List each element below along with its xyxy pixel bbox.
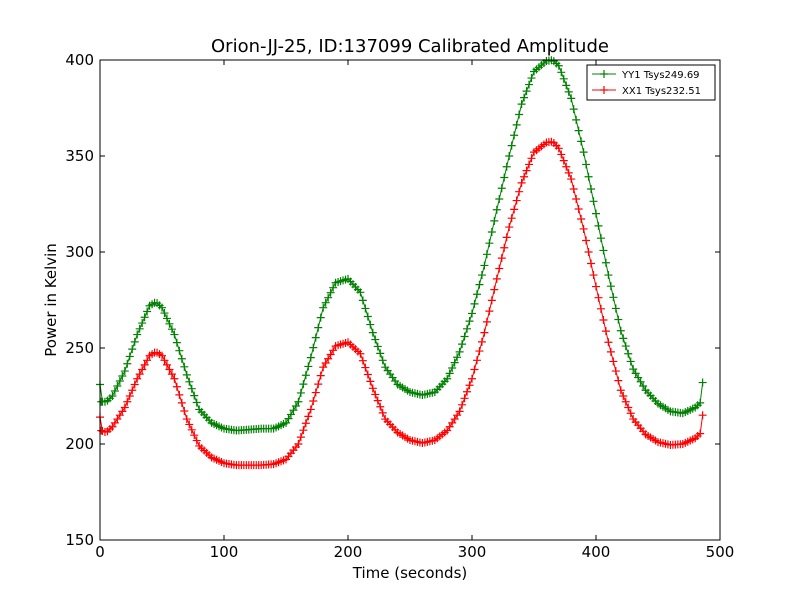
x-tick-label: 0 [95, 543, 105, 561]
series-line [99, 59, 704, 432]
legend-label: XX1 Tsys232.51 [622, 86, 701, 97]
legend-entry: XX1 Tsys232.51 [592, 86, 701, 97]
x-tick-label: 400 [582, 543, 611, 561]
legend-entry: YY1 Tsys249.69 [592, 70, 700, 81]
series-layer [96, 56, 707, 470]
legend-entries: YY1 Tsys249.69 XX1 Tsys232.51 [592, 70, 701, 97]
series-line [99, 141, 704, 466]
legend-marker [600, 86, 608, 94]
x-tick-label: 300 [458, 543, 487, 561]
y-tick-label: 400 [65, 51, 94, 69]
series-1 [96, 137, 707, 470]
plot-frame [99, 59, 721, 541]
legend: YY1 Tsys249.69 XX1 Tsys232.51 [586, 64, 716, 101]
plot-area [100, 60, 720, 540]
legend-box [586, 64, 716, 101]
y-tick-label: 200 [65, 435, 94, 453]
y-tick-label: 150 [65, 531, 94, 549]
x-axis-label: Time (seconds) [352, 564, 468, 582]
y-tick-label: 300 [65, 243, 94, 261]
y-tick-label: 250 [65, 339, 94, 357]
chart-title: Orion-JJ-25, ID:137099 Calibrated Amplit… [211, 36, 609, 57]
legend-marker [600, 70, 608, 78]
ticks-layer: 0 100 200 300 400 500 150 200 250 300 350 400 [65, 51, 734, 561]
y-tick-label: 350 [65, 147, 94, 165]
x-tick-label: 200 [334, 543, 363, 561]
x-tick-label: 500 [706, 543, 735, 561]
legend-label: YY1 Tsys249.69 [621, 70, 700, 81]
x-tick-label: 100 [210, 543, 239, 561]
y-axis-label: Power in Kelvin [42, 243, 60, 357]
